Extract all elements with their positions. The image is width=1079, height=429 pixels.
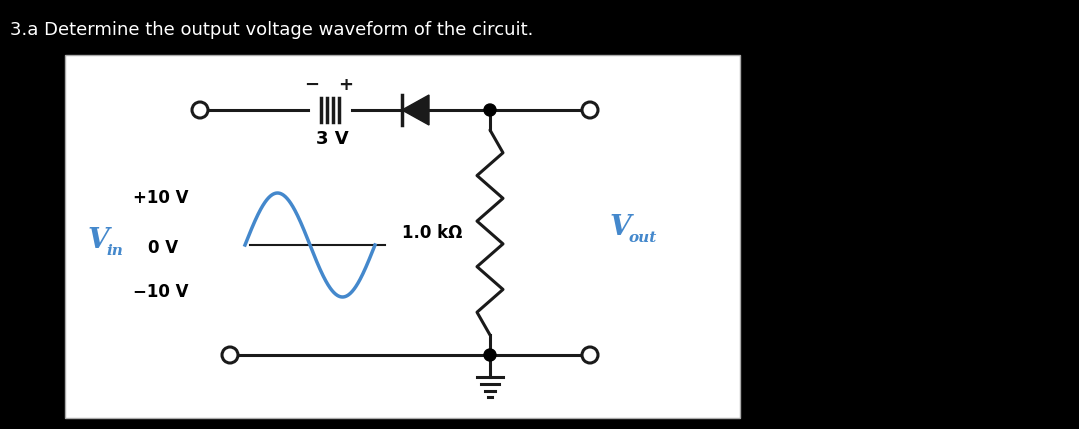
Text: 3 V: 3 V	[316, 130, 349, 148]
Text: −: −	[304, 76, 319, 94]
Text: +10 V: +10 V	[133, 189, 189, 207]
Text: V: V	[610, 214, 631, 241]
Circle shape	[484, 104, 496, 116]
Circle shape	[582, 347, 598, 363]
Circle shape	[222, 347, 238, 363]
Text: V: V	[88, 227, 109, 254]
Bar	[65, 55, 740, 418]
Circle shape	[484, 349, 496, 361]
Polygon shape	[402, 95, 429, 125]
Circle shape	[582, 102, 598, 118]
Text: −10 V: −10 V	[133, 283, 189, 301]
Text: 3.a Determine the output voltage waveform of the circuit.: 3.a Determine the output voltage wavefor…	[10, 21, 533, 39]
Text: 0 V: 0 V	[148, 239, 178, 257]
Circle shape	[192, 102, 208, 118]
Text: out: out	[628, 232, 656, 245]
Text: +: +	[339, 76, 354, 94]
Text: 1.0 kΩ: 1.0 kΩ	[401, 224, 462, 242]
Text: in: in	[106, 244, 123, 258]
